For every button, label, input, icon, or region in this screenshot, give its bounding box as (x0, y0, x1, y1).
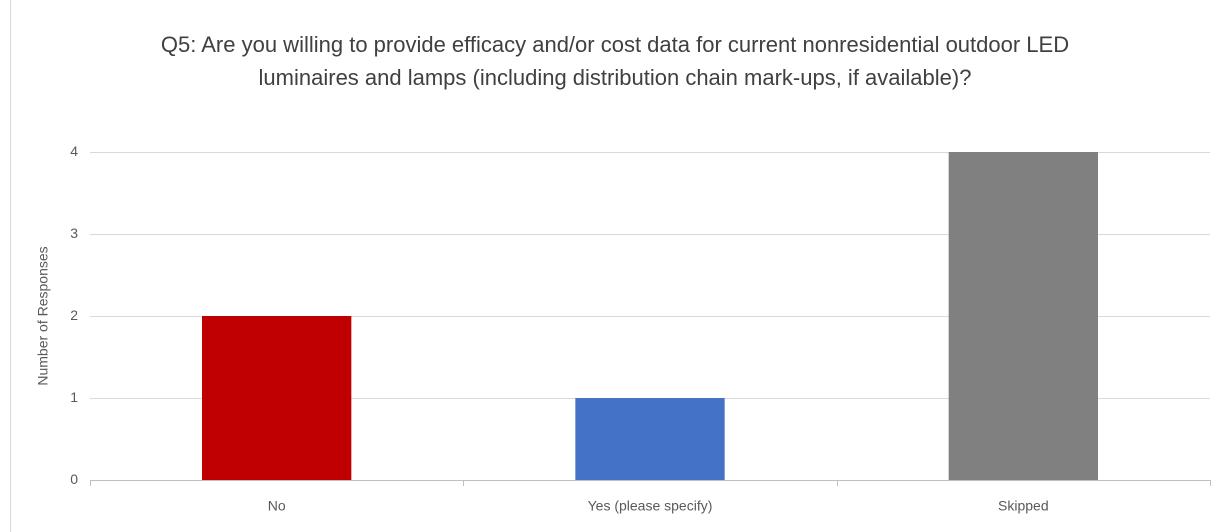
bar (575, 398, 725, 480)
bar (948, 152, 1098, 480)
x-tick-label: Skipped (998, 498, 1049, 514)
bar (202, 316, 352, 480)
y-axis-label: Number of Responses (35, 246, 51, 385)
x-tick-label: No (268, 498, 286, 514)
y-tick-label: 0 (70, 471, 78, 487)
x-tick-label: Yes (please specify) (588, 498, 713, 514)
y-tick-label: 1 (70, 389, 78, 405)
y-tick-label: 4 (70, 143, 78, 159)
y-tick-label: 3 (70, 225, 78, 241)
chart-title: Q5: Are you willing to provide efficacy … (160, 32, 1070, 90)
y-tick-label: 2 (70, 307, 78, 323)
